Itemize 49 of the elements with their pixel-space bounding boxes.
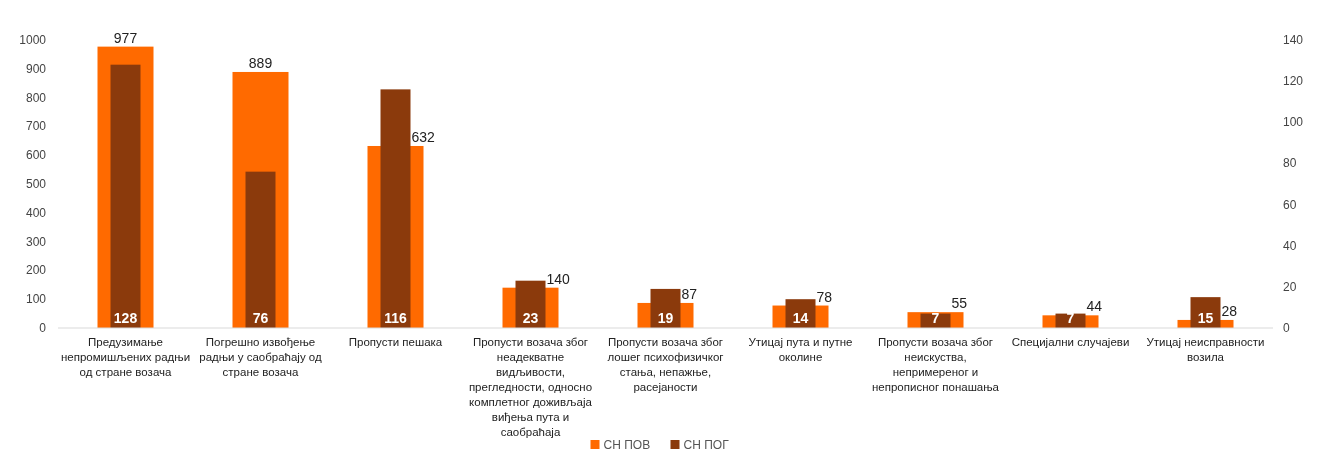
y2-tick-label: 120 xyxy=(1283,74,1304,89)
data-label: 116 xyxy=(384,310,407,326)
data-label: 87 xyxy=(681,285,698,302)
y2-tick-label: 100 xyxy=(1283,115,1304,130)
bar xyxy=(245,171,276,328)
y2-tick-label: 80 xyxy=(1283,156,1297,171)
y-tick-label: 100 xyxy=(25,292,47,307)
x-tick-label: Утицај пута и путне околине xyxy=(748,336,853,363)
data-label: 7 xyxy=(1066,310,1075,326)
data-label: 44 xyxy=(1086,298,1103,315)
data-label: 15 xyxy=(1197,310,1214,326)
x-tick-label: Специјални случајеви xyxy=(1011,336,1130,348)
y-tick-label: 1000 xyxy=(19,33,47,47)
y-tick-label: 400 xyxy=(25,205,47,220)
data-label: 889 xyxy=(248,54,273,71)
data-label: 632 xyxy=(411,128,436,145)
y-tick-label: 600 xyxy=(25,148,47,163)
y2-tick-label: 0 xyxy=(1283,321,1290,335)
legend-label: СН ПОГ xyxy=(683,438,730,452)
data-label: 140 xyxy=(546,270,571,287)
data-label: 76 xyxy=(252,310,269,326)
x-tick-label: Предузимање непромишљених радњи од стране возача xyxy=(60,336,191,378)
y2-tick-label: 140 xyxy=(1283,33,1304,47)
y-tick-label: 700 xyxy=(25,119,47,134)
y-tick-label: 500 xyxy=(25,177,47,191)
x-tick-label: Пропусти пешака xyxy=(348,336,443,348)
y-tick-label: 200 xyxy=(25,263,47,278)
x-tick-label: Пропусти возача због неадекватне видљивости, прегледности, односно комплетног доживљаја виђења пута и саобраћаја xyxy=(468,336,593,438)
x-tick-label: Утицај неисправности возила xyxy=(1146,336,1265,363)
y2-tick-label: 60 xyxy=(1283,197,1297,212)
y-tick-label: 800 xyxy=(25,90,47,105)
y-tick-label: 300 xyxy=(25,234,47,249)
x-tick-label: Пропусти возача због неискуства, непримереног и непрописног понашања xyxy=(871,336,1000,393)
data-label: 55 xyxy=(951,295,968,312)
y2-tick-label: 20 xyxy=(1283,279,1297,294)
data-label: 78 xyxy=(816,288,833,305)
data-label: 23 xyxy=(522,310,539,326)
data-label: 28 xyxy=(1221,302,1238,319)
x-tick-label: Пропусти возача због лошег психофизичког стања, непажње, расејаности xyxy=(607,336,724,393)
y-tick-label: 0 xyxy=(39,321,47,335)
data-label: 14 xyxy=(792,310,809,326)
x-tick-label: Погрешно извођење радњи у саобраћају од стране возача xyxy=(199,336,323,378)
data-label: 7 xyxy=(931,310,940,326)
y2-tick-label: 40 xyxy=(1283,238,1297,253)
data-label: 19 xyxy=(657,310,674,326)
y-tick-label: 900 xyxy=(25,61,47,76)
legend-label: СН ПОВ xyxy=(603,438,651,452)
data-label: 977 xyxy=(113,29,138,46)
data-label: 128 xyxy=(113,310,138,326)
